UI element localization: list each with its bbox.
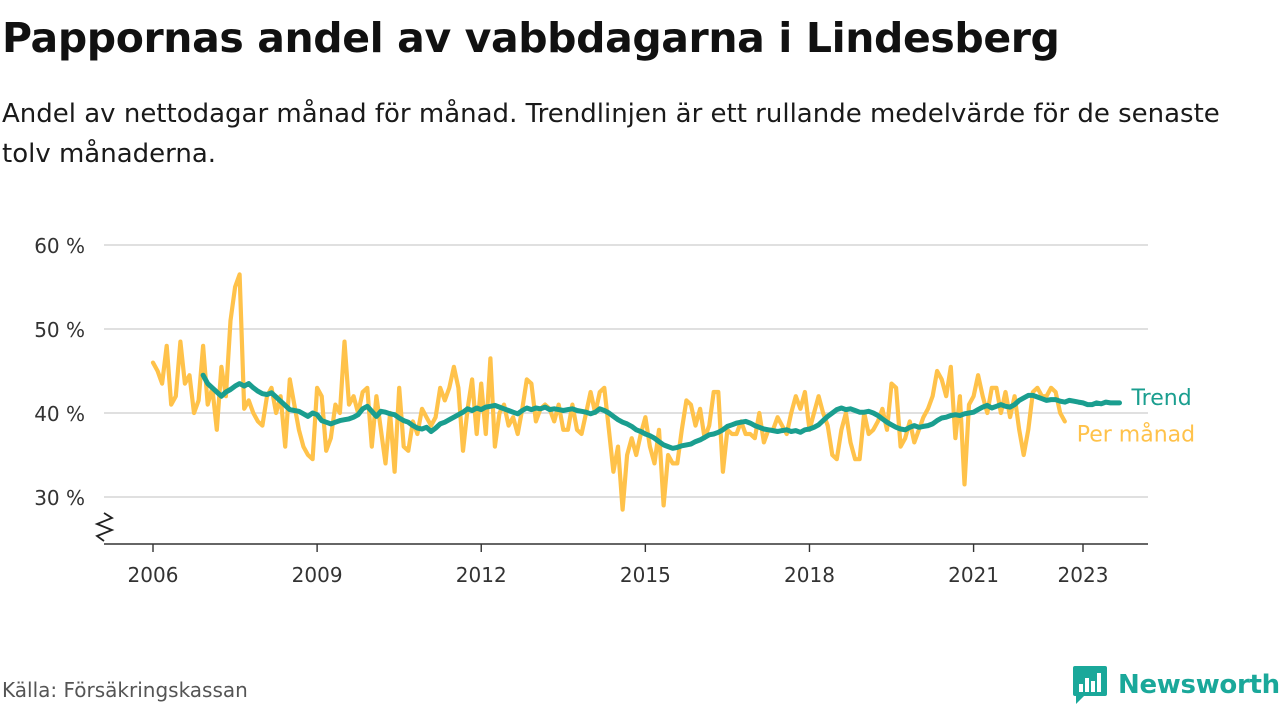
brand-logo[interactable]: Newsworthy xyxy=(1072,664,1280,706)
brand-name: Newsworthy xyxy=(1118,670,1280,700)
x-tick-label: 2009 xyxy=(292,563,343,587)
y-tick-label: 60 % xyxy=(34,234,85,258)
axis-break-icon xyxy=(94,512,115,542)
chart-title: Pappornas andel av vabbdagarna i Lindesb… xyxy=(2,14,1060,62)
series-lines xyxy=(150,272,1122,512)
x-tick-label: 2012 xyxy=(456,563,507,587)
series-labels: Per månad Trend xyxy=(1077,386,1195,447)
x-axis: 2006 2009 2012 2015 2018 2021 2023 xyxy=(94,512,1148,587)
bar-chart-speech-bubble-icon xyxy=(1073,666,1107,704)
line-chart: 30 % 40 % 50 % 60 % 2006 2009 2012 2015 2018 202… xyxy=(34,234,1195,587)
y-tick-label: 50 % xyxy=(34,318,85,342)
series-label: Trend xyxy=(1130,386,1191,411)
series-line-per-manad xyxy=(150,272,1067,512)
series-label: Per månad xyxy=(1077,421,1195,447)
source-note: Källa: Försäkringskassan xyxy=(2,678,248,702)
x-tick-label: 2006 xyxy=(128,563,179,587)
chart-subtitle: Andel av nettodagar månad för månad. Tre… xyxy=(2,99,1220,169)
x-tick-label: 2021 xyxy=(948,563,999,587)
series-line-trend xyxy=(200,372,1122,451)
x-tick-label: 2023 xyxy=(1058,563,1109,587)
y-tick-label: 30 % xyxy=(34,486,85,510)
y-axis: 30 % 40 % 50 % 60 % xyxy=(34,234,85,510)
x-tick-label: 2018 xyxy=(784,563,835,587)
x-tick-label: 2015 xyxy=(620,563,671,587)
y-tick-label: 40 % xyxy=(34,402,85,426)
